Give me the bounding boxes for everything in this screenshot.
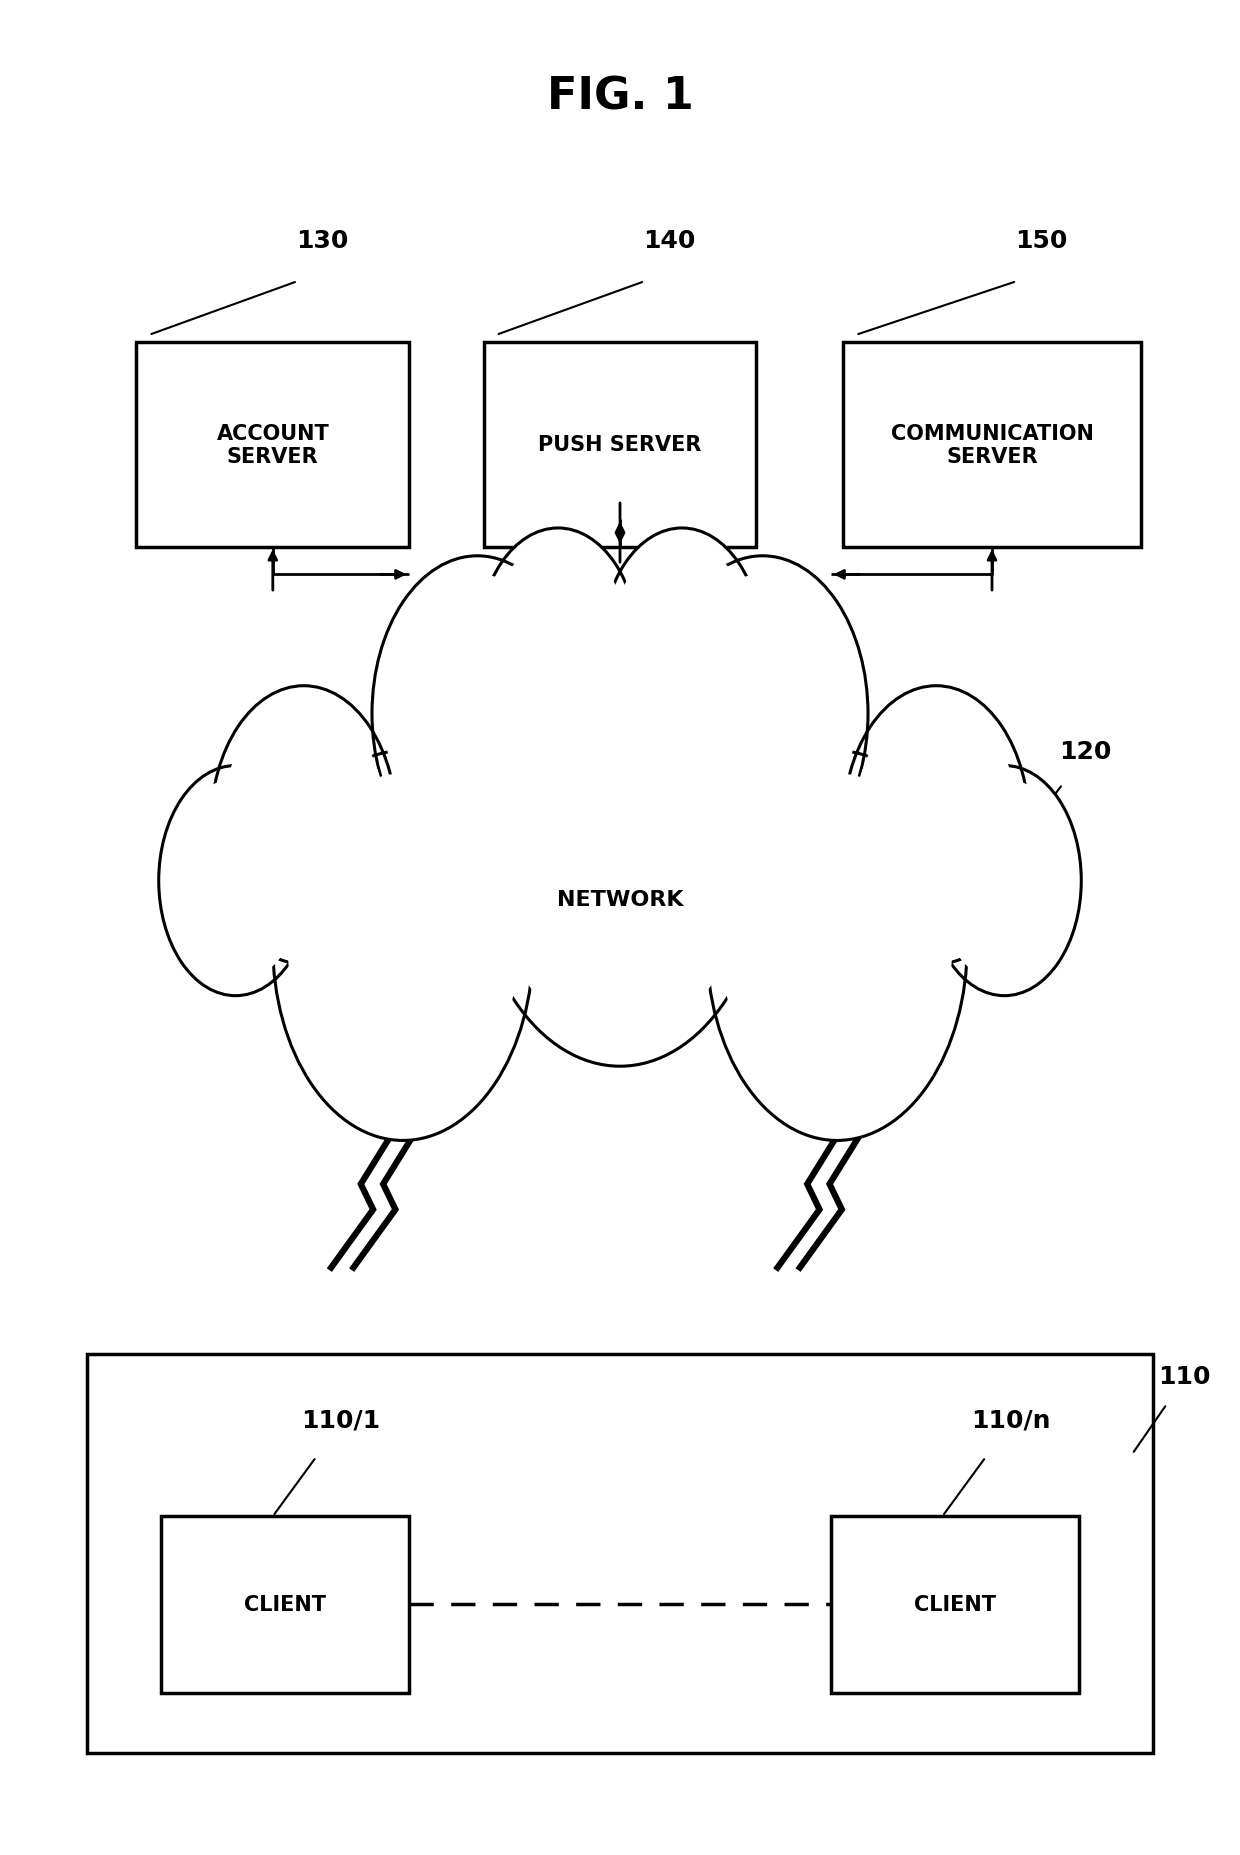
FancyBboxPatch shape (87, 1354, 1153, 1753)
Circle shape (928, 766, 1081, 996)
Circle shape (477, 529, 639, 770)
FancyBboxPatch shape (843, 343, 1141, 547)
Text: 140: 140 (644, 230, 696, 252)
Circle shape (273, 751, 533, 1141)
Text: CLIENT: CLIENT (244, 1595, 326, 1614)
Circle shape (289, 775, 517, 1117)
FancyBboxPatch shape (831, 1517, 1079, 1692)
FancyBboxPatch shape (136, 343, 409, 547)
Text: NETWORK: NETWORK (557, 890, 683, 909)
FancyBboxPatch shape (161, 1517, 409, 1692)
Circle shape (723, 775, 951, 1117)
Text: 110/n: 110/n (971, 1408, 1050, 1432)
Text: 130: 130 (296, 230, 348, 252)
Circle shape (487, 544, 629, 755)
Circle shape (657, 556, 868, 872)
Circle shape (843, 686, 1029, 965)
Text: COMMUNICATION
SERVER: COMMUNICATION SERVER (890, 423, 1094, 467)
FancyBboxPatch shape (484, 343, 756, 547)
Text: FIG. 1: FIG. 1 (547, 74, 693, 119)
Circle shape (471, 621, 769, 1067)
Text: PUSH SERVER: PUSH SERVER (538, 436, 702, 454)
Circle shape (159, 766, 312, 996)
Circle shape (670, 575, 856, 853)
Text: 110: 110 (1158, 1365, 1210, 1388)
Circle shape (384, 575, 570, 853)
Circle shape (489, 647, 751, 1041)
Text: 150: 150 (1016, 230, 1068, 252)
Circle shape (936, 779, 1073, 983)
Circle shape (854, 703, 1018, 948)
Circle shape (601, 529, 763, 770)
Text: ACCOUNT
SERVER: ACCOUNT SERVER (217, 423, 329, 467)
Circle shape (611, 544, 753, 755)
Circle shape (372, 556, 583, 872)
Circle shape (222, 703, 386, 948)
Text: 120: 120 (1059, 740, 1111, 762)
Text: 110/1: 110/1 (301, 1408, 381, 1432)
Text: CLIENT: CLIENT (914, 1595, 996, 1614)
Circle shape (707, 751, 967, 1141)
Circle shape (211, 686, 397, 965)
Circle shape (167, 779, 304, 983)
